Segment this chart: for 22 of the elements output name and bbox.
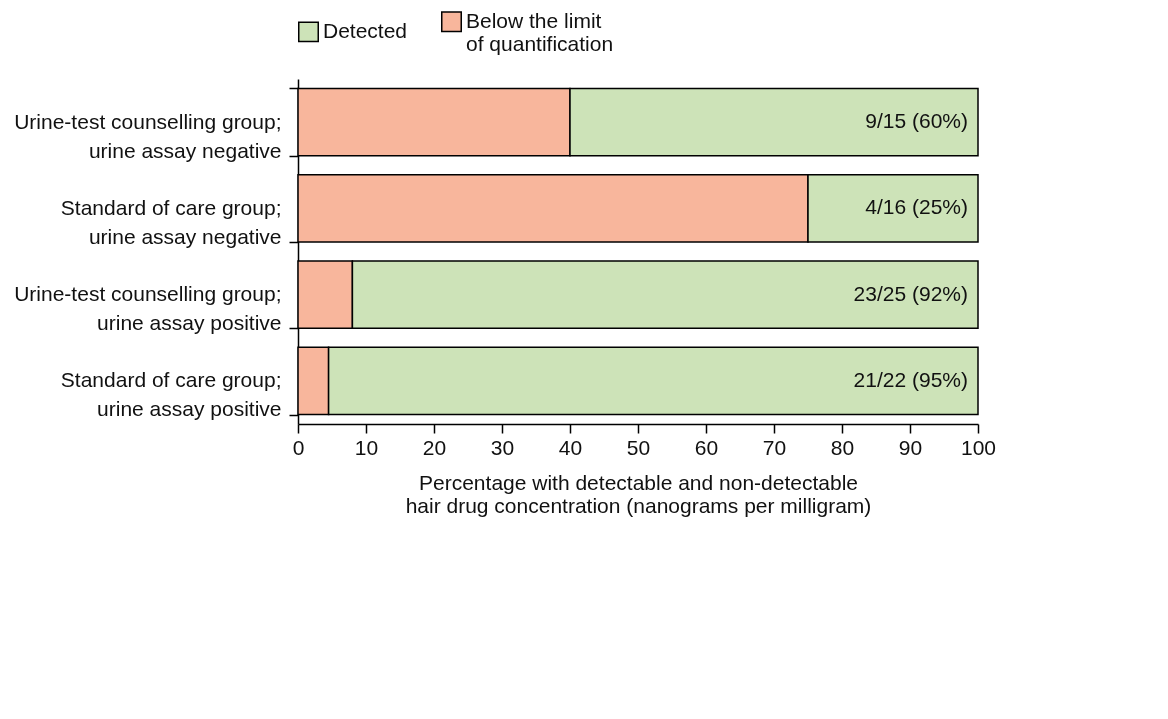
data-label: 9/15 (60%)	[865, 109, 968, 133]
x-axis-title: Percentage with detectable and non-detectable hair drug concentration (nanograms per milligram)	[405, 470, 872, 517]
x-tick-label: 30	[490, 435, 515, 459]
x-tick-label: 60	[694, 435, 719, 459]
data-label: 23/25 (92%)	[853, 281, 968, 305]
x-tick-label: 100	[960, 435, 997, 459]
x-tick-label: 20	[422, 435, 447, 459]
x-tick-label: 70	[762, 435, 787, 459]
y-tick-label: Urine-test counselling group; urine assay positive	[14, 282, 282, 335]
data-label: 4/16 (25%)	[865, 195, 968, 219]
y-tick-label: Standard of care group; urine assay negative	[60, 195, 282, 248]
x-tick-label: 50	[626, 435, 651, 459]
x-tick-label: 80	[830, 435, 855, 459]
x-tick-label: 0	[292, 435, 305, 459]
y-tick-label: Standard of care group; urine assay positive	[60, 368, 282, 421]
y-tick-label: Urine-test counselling group; urine assay negative	[14, 109, 282, 162]
x-tick-label: 90	[898, 435, 923, 459]
data-label: 21/22 (95%)	[853, 367, 968, 391]
legend-label: Detected	[323, 18, 408, 42]
x-tick-label: 10	[354, 435, 379, 459]
x-tick-label: 40	[558, 435, 583, 459]
legend-label: Below the limit of quantification	[466, 8, 614, 55]
